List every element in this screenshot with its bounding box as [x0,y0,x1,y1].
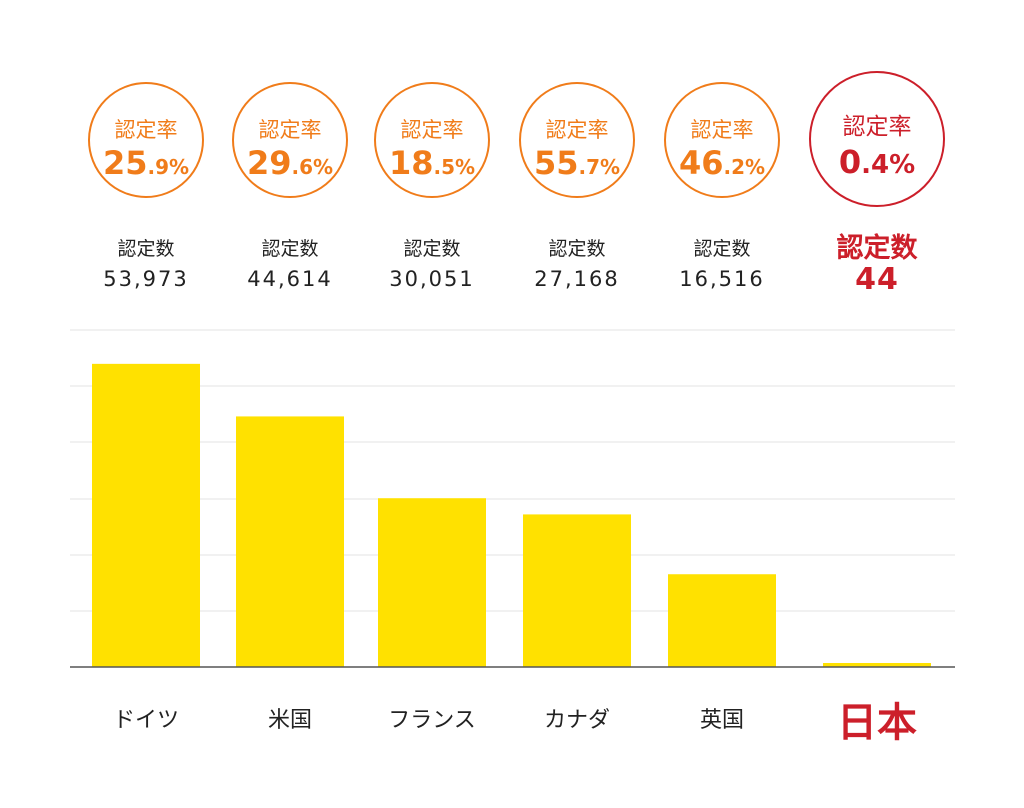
rate-int: 0 [838,143,862,181]
rate-dec: .2% [723,155,766,179]
rate-int: 46 [678,144,724,182]
rate-circle-4: 認定率 46.2% [664,82,780,198]
count-value-3: 27,168 [534,267,620,291]
rate-int: 55 [533,144,579,182]
rate-value: 46.2% [666,144,778,182]
rate-label: 認定率 [114,118,178,142]
rate-label: 認定率 [400,118,464,142]
category-label-5: 日本 [837,700,917,746]
rate-value: 55.7% [521,144,633,182]
count-value-2: 30,051 [389,267,475,291]
category-label-2: フランス [388,708,476,733]
bar-4 [668,574,776,667]
count-value-5: 44 [855,262,899,297]
rate-label: 認定率 [690,118,754,142]
rate-circle-5: 認定率 0.4% [809,71,945,207]
category-label-0: ドイツ [112,708,179,733]
rate-int: 18 [388,144,434,182]
bar-2 [378,498,486,667]
rate-dec: .6% [291,155,334,179]
rate-circle-2: 認定率 18.5% [374,82,490,198]
rate-dec: .7% [578,155,621,179]
count-value-0: 53,973 [103,267,189,291]
rate-value: 18.5% [376,144,488,182]
bar-0 [92,363,200,667]
bar-1 [236,416,344,667]
rate-dec: .5% [433,155,476,179]
category-label-1: 米国 [267,708,312,733]
rate-value: 29.6% [234,144,346,182]
rate-int: 25 [102,144,148,182]
rate-label: 認定率 [258,118,322,142]
count-label-0: 認定数 [117,238,175,260]
count-label-5: 認定数 [836,233,918,264]
count-value-4: 16,516 [679,267,765,291]
rate-value: 25.9% [90,144,202,182]
rate-label: 認定率 [545,118,609,142]
category-label-4: 英国 [699,708,744,733]
category-label-3: カナダ [543,708,610,733]
rate-circle-0: 認定率 25.9% [88,82,204,198]
bar-3 [523,514,631,667]
rate-int: 29 [246,144,292,182]
count-label-3: 認定数 [548,238,606,260]
rate-circle-1: 認定率 29.6% [232,82,348,198]
count-label-4: 認定数 [693,238,751,260]
bar-5 [823,663,931,667]
count-label-1: 認定数 [261,238,319,260]
count-value-1: 44,614 [247,267,333,291]
rate-value: 0.4% [811,143,943,181]
rate-dec: .4% [861,150,916,180]
rate-dec: .9% [147,155,190,179]
rate-circle-3: 認定率 55.7% [519,82,635,198]
count-label-2: 認定数 [403,238,461,260]
rate-label: 認定率 [842,114,912,140]
